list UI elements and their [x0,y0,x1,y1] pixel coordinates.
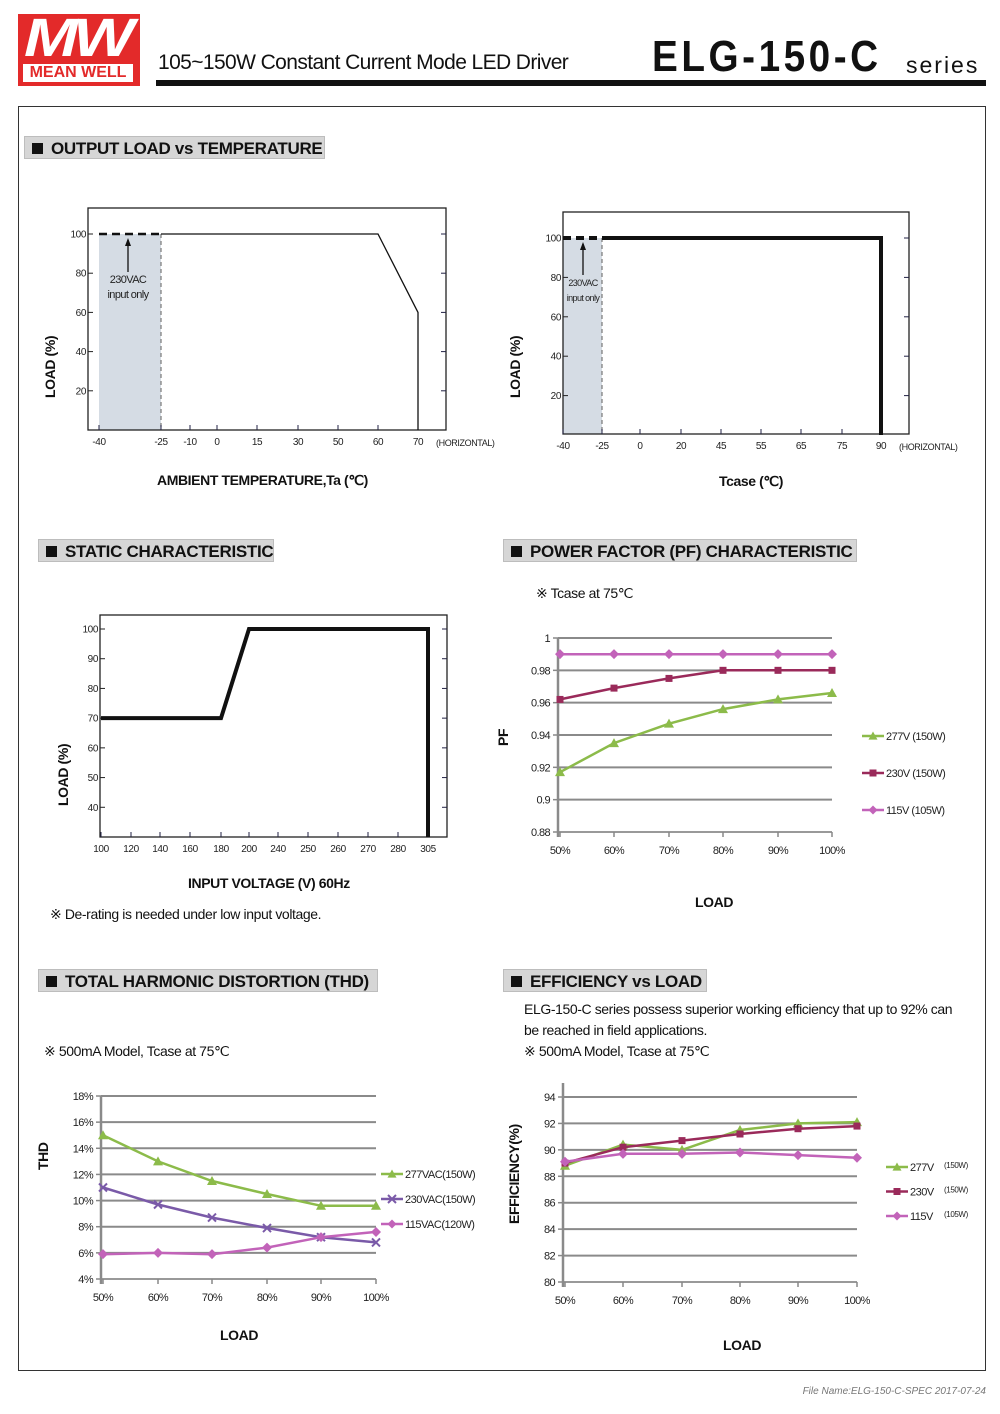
content-frame [18,106,986,1371]
section-output-load-vs-temperature: OUTPUT LOAD vs TEMPERATURE [24,136,325,159]
chart2-xlabel: Tcase (℃) [719,473,783,489]
section-power-factor: POWER FACTOR (PF) CHARACTERISTIC [503,539,857,562]
bullet-square-icon [511,976,522,987]
chart4-xlabel: LOAD [695,894,734,910]
bullet-square-icon [32,143,43,154]
chart3-ylabel: LOAD (%) [55,743,71,806]
efficiency-description-line1: ELG-150-C series possess superior workin… [524,1001,953,1017]
section-title: POWER FACTOR (PF) CHARACTERISTIC [530,542,853,561]
bullet-square-icon [511,546,522,557]
logo-mark: MW [24,14,134,68]
logo-brand: MEAN WELL [23,64,133,82]
series-label: series [906,52,980,78]
static-note: ※ De-rating is needed under low input vo… [50,906,322,922]
section-title: TOTAL HARMONIC DISTORTION (THD) [65,972,369,991]
footer-file-name: File Name:ELG-150-C-SPEC 2017-07-24 [802,1386,986,1397]
section-title: EFFICIENCY vs LOAD [530,972,702,991]
chart6-ylabel: EFFICIENCY(%) [506,1124,522,1224]
section-thd: TOTAL HARMONIC DISTORTION (THD) [38,969,378,992]
header-divider [156,80,986,86]
chart1-ylabel: LOAD (%) [42,335,58,398]
product-subtitle: 105~150W Constant Current Mode LED Drive… [158,51,569,74]
thd-note: ※ 500mA Model, Tcase at 75℃ [44,1043,230,1059]
efficiency-description-line2: be reached in field applications. [524,1022,707,1038]
chart5-xlabel: LOAD [220,1327,259,1343]
chart3-xlabel: INPUT VOLTAGE (V) 60Hz [188,875,350,891]
efficiency-note: ※ 500mA Model, Tcase at 75℃ [524,1043,710,1059]
chart5-ylabel: THD [35,1142,51,1170]
chart1-xlabel: AMBIENT TEMPERATURE,Ta (℃) [157,472,368,488]
section-title: STATIC CHARACTERISTIC [65,542,274,561]
model-name: ELG-150-C [652,32,882,81]
chart6-xlabel: LOAD [723,1337,762,1353]
pf-note: ※ Tcase at 75℃ [536,585,634,601]
section-title: OUTPUT LOAD vs TEMPERATURE [51,139,323,158]
section-static-characteristic: STATIC CHARACTERISTIC [38,539,274,562]
bullet-square-icon [46,976,57,987]
chart2-ylabel: LOAD (%) [507,335,523,398]
mean-well-logo: MW MEAN WELL [18,14,140,86]
chart4-ylabel: PF [495,728,511,746]
section-efficiency: EFFICIENCY vs LOAD [503,969,707,992]
bullet-square-icon [46,546,57,557]
